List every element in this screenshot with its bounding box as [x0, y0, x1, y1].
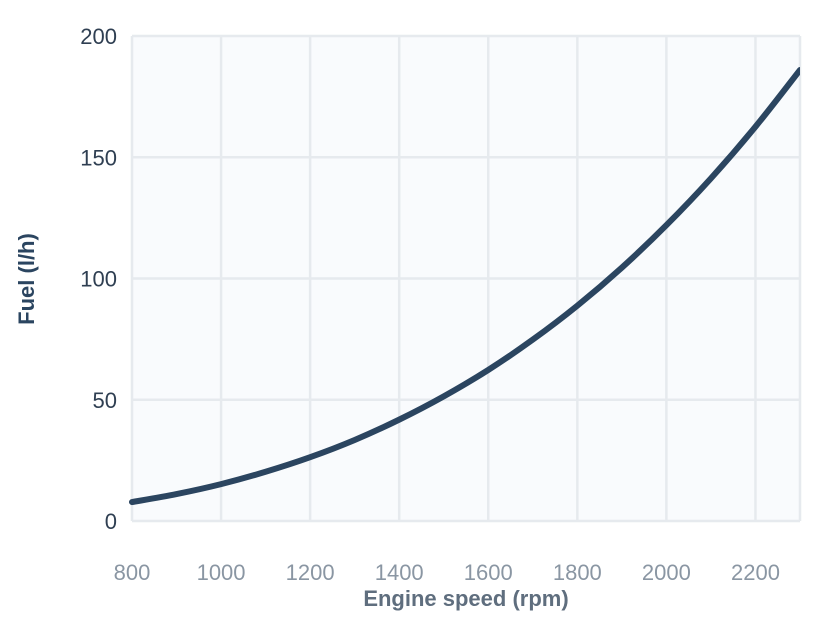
x-ticks: 800 1000 1200 1400 1600 1800 2000 2200 — [114, 560, 780, 585]
y-tick-label: 200 — [80, 24, 117, 49]
y-tick-label: 150 — [80, 145, 117, 170]
y-tick-label: 50 — [93, 388, 117, 413]
series-layer — [129, 66, 800, 506]
y-tick-label: 100 — [80, 267, 117, 292]
series-line — [129, 66, 800, 506]
y-ticks: 0 50 100 150 200 — [80, 24, 117, 534]
x-axis-title: Engine speed (rpm) — [363, 586, 568, 611]
x-tick-label: 1000 — [197, 560, 246, 585]
x-tick-label: 1800 — [553, 560, 602, 585]
grid — [130, 34, 802, 523]
x-tick-label: 800 — [114, 560, 151, 585]
x-tick-label: 1400 — [375, 560, 424, 585]
y-tick-label: 0 — [105, 509, 117, 534]
x-tick-label: 1200 — [286, 560, 335, 585]
y-axis-title: Fuel (l/h) — [14, 233, 39, 325]
x-tick-label: 1600 — [464, 560, 513, 585]
x-tick-label: 2000 — [642, 560, 691, 585]
x-tick-label: 2200 — [731, 560, 780, 585]
